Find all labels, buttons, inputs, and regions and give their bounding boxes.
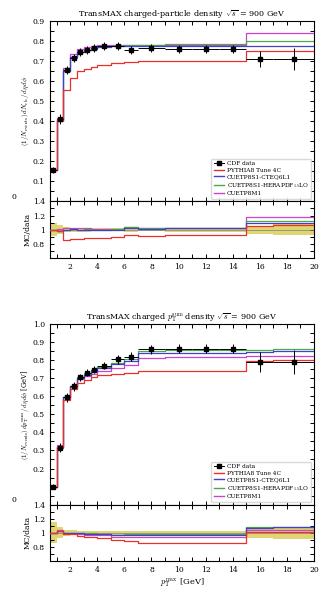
Title: TransMAX charged $p_\mathrm{T}^\mathrm{sum}$ density $\sqrt{s}$ = 900 GeV: TransMAX charged $p_\mathrm{T}^\mathrm{s… xyxy=(86,311,278,324)
Y-axis label: MC/data: MC/data xyxy=(24,516,32,550)
Text: 0: 0 xyxy=(11,193,16,200)
Y-axis label: MC/data: MC/data xyxy=(24,213,32,246)
X-axis label: $p_\mathrm{T}^\mathrm{max}$ [GeV]: $p_\mathrm{T}^\mathrm{max}$ [GeV] xyxy=(160,577,204,589)
Legend: CDF data, PYTHIA8 Tune 4C, CUETP8S1-CTEQ6L1, CUETP8S1-HERAPDF$_{1.5}$LO, CUETP8M: CDF data, PYTHIA8 Tune 4C, CUETP8S1-CTEQ… xyxy=(211,462,311,502)
Legend: CDF data, PYTHIA8 Tune 4C, CUETP8S1-CTEQ6L1, CUETP8S1-HERAPDF$_{1.5}$LO, CUETP8M: CDF data, PYTHIA8 Tune 4C, CUETP8S1-CTEQ… xyxy=(211,159,311,199)
Y-axis label: $(1/N_\mathrm{events})\, dp_\mathrm{T}^\mathrm{sum}\, /\, d\eta\, d\phi$ [GeV]: $(1/N_\mathrm{events})\, dp_\mathrm{T}^\… xyxy=(20,369,32,460)
Title: TransMAX charged-particle density $\sqrt{s}$ = 900 GeV: TransMAX charged-particle density $\sqrt… xyxy=(78,8,286,21)
Y-axis label: $(1/N_\mathrm{events})\, dN_\mathrm{ch}\, /\, d\eta\, d\phi$: $(1/N_\mathrm{events})\, dN_\mathrm{ch}\… xyxy=(21,76,32,146)
Text: 0: 0 xyxy=(11,496,16,504)
